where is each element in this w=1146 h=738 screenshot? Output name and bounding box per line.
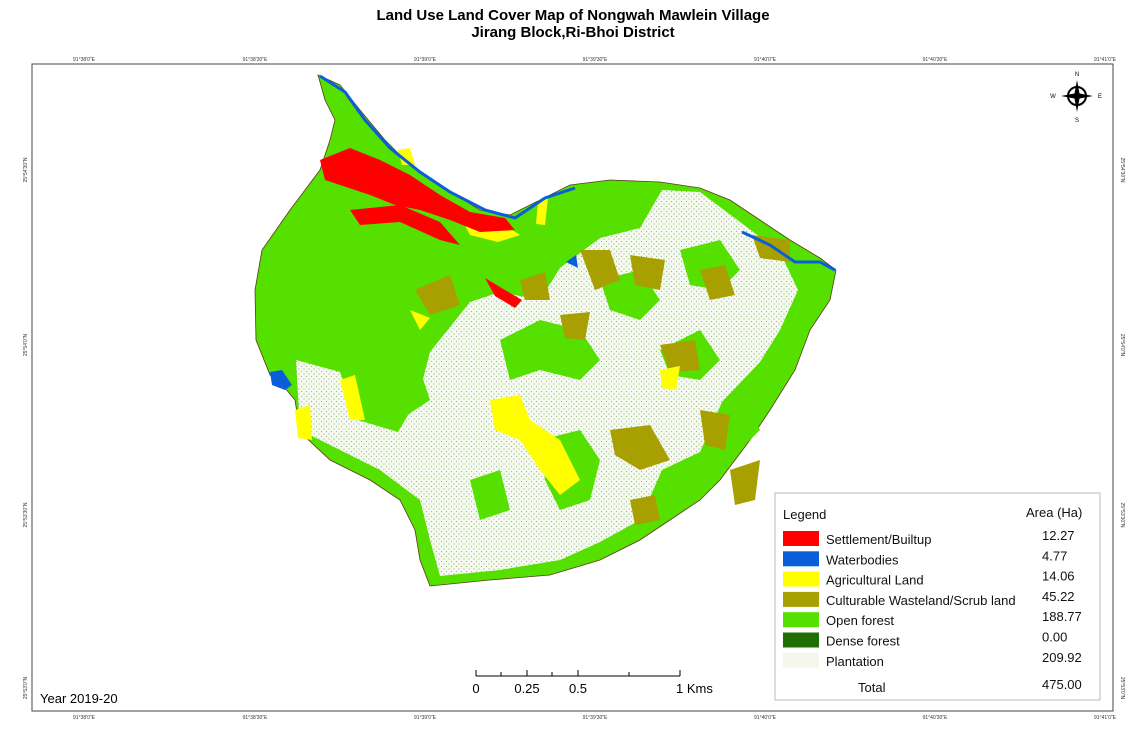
- longitude-label: 91°39'0"E: [414, 715, 437, 721]
- legend-item-name: Culturable Wasteland/Scrub land: [826, 593, 1016, 608]
- settlement-patches: [320, 148, 522, 308]
- river: [319, 74, 836, 272]
- legend-item-name: Plantation: [826, 654, 884, 669]
- legend-item-name: Dense forest: [826, 634, 900, 649]
- longitude-label: 91°38'0"E: [73, 57, 96, 63]
- longitude-label: 91°38'0"E: [73, 715, 96, 721]
- legend-box: [774, 492, 1101, 701]
- village-map: [254, 74, 837, 587]
- legend-item-area: 14.06: [1042, 569, 1075, 584]
- longitude-label: 91°39'30"E: [583, 57, 608, 63]
- legend-swatch: [783, 571, 819, 587]
- latitude-label: 25°53'0"N: [23, 676, 29, 699]
- compass: N S E W: [1050, 72, 1102, 124]
- longitude-label: 91°38'30"E: [243, 715, 268, 721]
- legend-item-name: Waterbodies: [826, 552, 899, 567]
- latitude-label: 25°54'0"N: [1119, 334, 1125, 357]
- compass-east: E: [1098, 94, 1102, 100]
- map-subtitle: Jirang Block,Ri-Bhoi District: [471, 24, 674, 41]
- scale-label: 0.5: [569, 681, 587, 696]
- pond: [566, 255, 578, 268]
- scale-label: 0: [472, 681, 479, 696]
- latitude-label: 25°54'30"N: [1119, 157, 1125, 182]
- legend-item-area: 0.00: [1042, 630, 1067, 645]
- legend-item-area: 188.77: [1042, 609, 1082, 624]
- compass-north: N: [1075, 72, 1079, 78]
- latitude-label: 25°53'0"N: [1119, 677, 1125, 700]
- scale-label: 1 Kms: [676, 681, 713, 696]
- scale-bar: [475, 670, 681, 677]
- compass-south: S: [1075, 118, 1079, 124]
- legend: Legend Area (Ha) Total 475.00 Settlement…: [774, 492, 1101, 701]
- longitude-label: 91°40'30"E: [923, 57, 948, 63]
- longitude-label: 91°41'0"E: [1094, 715, 1117, 721]
- latitude-label: 25°53'30"N: [1119, 502, 1125, 527]
- legend-item-area: 45.22: [1042, 589, 1075, 604]
- legend-swatch: [783, 591, 819, 607]
- scale-label: 0.25: [514, 681, 539, 696]
- scrub-patches: [415, 235, 790, 525]
- legend-title: Legend: [783, 507, 826, 522]
- legend-item-name: Agricultural Land: [826, 573, 924, 588]
- legend-total-label: Total: [858, 680, 886, 695]
- longitude-label: 91°40'0"E: [754, 57, 777, 63]
- latitude-label: 25°53'30"N: [23, 502, 29, 527]
- legend-item-area: 12.27: [1042, 528, 1075, 543]
- longitude-label: 91°40'0"E: [754, 715, 777, 721]
- pond: [270, 370, 292, 390]
- latitude-label: 25°54'30"N: [23, 157, 29, 182]
- legend-total: 475.00: [1042, 677, 1082, 692]
- legend-swatch: [783, 551, 819, 567]
- year-label: Year 2019-20: [40, 691, 118, 706]
- legend-item-name: Open forest: [826, 613, 894, 628]
- longitude-label: 91°39'0"E: [414, 57, 437, 63]
- legend-item-name: Settlement/Builtup: [826, 532, 932, 547]
- legend-swatch: [783, 632, 819, 648]
- legend-swatch: [783, 612, 819, 628]
- longitude-label: 91°40'30"E: [923, 715, 948, 721]
- legend-area-header: Area (Ha): [1026, 505, 1082, 520]
- legend-swatch: [783, 652, 819, 668]
- map-frame: [31, 63, 1114, 712]
- legend-item-area: 4.77: [1042, 548, 1067, 563]
- plantation-area: [296, 190, 798, 576]
- longitude-label: 91°41'0"E: [1094, 57, 1117, 63]
- map-title: Land Use Land Cover Map of Nongwah Mawle…: [376, 7, 769, 24]
- legend-swatch: [783, 531, 819, 546]
- latitude-label: 25°54'0"N: [23, 333, 29, 356]
- legend-item-area: 209.92: [1042, 650, 1082, 665]
- longitude-label: 91°38'30"E: [243, 57, 268, 63]
- compass-west: W: [1050, 94, 1056, 100]
- longitude-label: 91°39'30"E: [583, 715, 608, 721]
